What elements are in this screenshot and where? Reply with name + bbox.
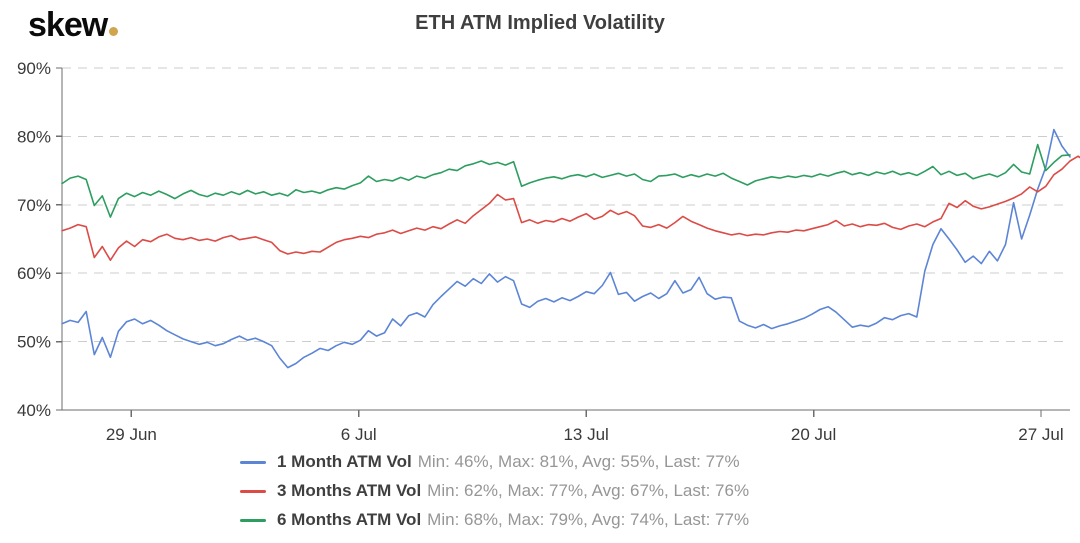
- series-line-6-months-atm-vol: [61, 143, 1071, 218]
- y-tick-label: 70%: [17, 196, 51, 215]
- skew-logo-text: skew: [28, 6, 108, 44]
- legend-label: 6 Months ATM Vol: [277, 510, 422, 529]
- y-tick-label: 80%: [17, 127, 51, 146]
- chart-legend: 1 Month ATM Vol Min: 46%, Max: 81%, Avg:…: [240, 452, 749, 530]
- legend-swatch-6-months: [240, 518, 266, 522]
- legend-label: 1 Month ATM Vol: [277, 452, 412, 471]
- x-tick-label: 27 Jul: [1018, 425, 1063, 444]
- legend-swatch-3-months: [240, 489, 266, 493]
- series-line-1-month-atm-vol: [61, 128, 1071, 369]
- legend-swatch-1-month: [240, 460, 266, 464]
- x-tick-label: 29 Jun: [106, 425, 157, 444]
- legend-stats: Min: 46%, Max: 81%, Avg: 55%, Last: 77%: [417, 452, 740, 471]
- legend-stats: Min: 62%, Max: 77%, Avg: 67%, Last: 76%: [427, 481, 750, 500]
- legend-item-6-months[interactable]: 6 Months ATM Vol Min: 68%, Max: 79%, Avg…: [240, 510, 749, 530]
- legend-stats: Min: 68%, Max: 79%, Avg: 74%, Last: 77%: [427, 510, 750, 529]
- legend-item-1-month[interactable]: 1 Month ATM Vol Min: 46%, Max: 81%, Avg:…: [240, 452, 749, 472]
- series-line-3-months-atm-vol: [61, 155, 1080, 261]
- x-tick-label: 13 Jul: [563, 425, 608, 444]
- x-tick-label: 20 Jul: [791, 425, 836, 444]
- legend-item-3-months[interactable]: 3 Months ATM Vol Min: 62%, Max: 77%, Avg…: [240, 481, 749, 501]
- skew-logo: skew: [28, 6, 119, 45]
- volatility-line-chart: 40% 50% 60% 70% 80% 90% 29 Jun 6 Jul 13 Jul 20 Ju…: [17, 59, 1080, 444]
- y-tick-label: 90%: [17, 59, 51, 78]
- page-title: ETH ATM Implied Volatility: [415, 12, 665, 34]
- y-tick-label: 40%: [17, 401, 51, 420]
- legend-label: 3 Months ATM Vol: [277, 481, 422, 500]
- x-tick-label: 6 Jul: [341, 425, 377, 444]
- y-tick-label: 50%: [17, 333, 51, 352]
- skew-logo-dot: [109, 27, 119, 36]
- y-tick-label: 60%: [17, 264, 51, 283]
